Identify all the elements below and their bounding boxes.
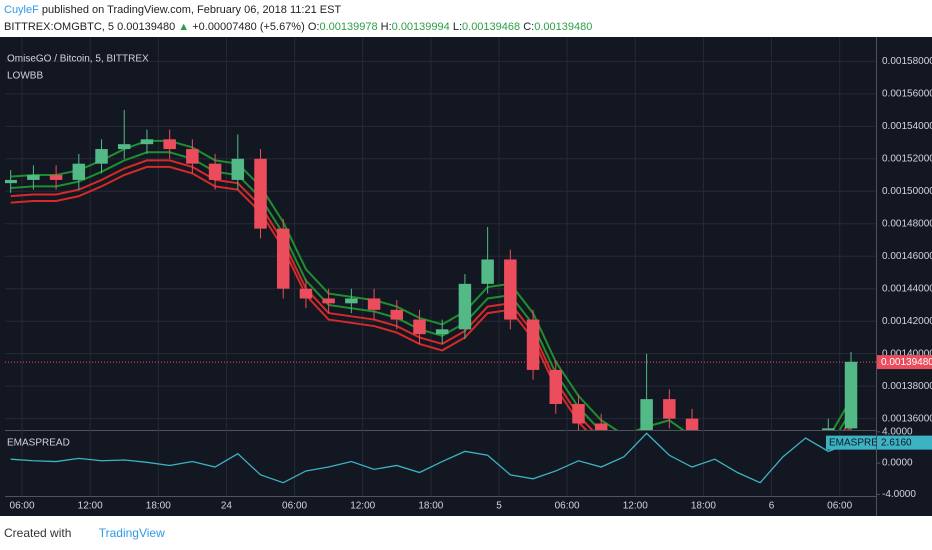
candle-body: [95, 149, 108, 164]
change: +0.00007480 (+5.67%): [192, 21, 305, 33]
l-label: L:: [452, 21, 463, 33]
x-tick-label: 18:00: [146, 501, 171, 512]
candle-body: [504, 259, 517, 320]
candle-body: [140, 139, 154, 145]
y-tick-label: 0.00152000: [882, 153, 932, 164]
arrow: ▲: [178, 21, 190, 33]
c-label: C:: [523, 21, 535, 33]
o-label: O:: [307, 21, 320, 33]
x-tick-label: 06:00: [282, 501, 307, 512]
y-tick-label: 0.00144000: [882, 283, 932, 294]
band-line: [10, 151, 852, 430]
candle-body: [231, 158, 245, 180]
x-tick-label: 12:00: [78, 501, 103, 512]
candle-body: [49, 175, 63, 180]
candle-body: [117, 144, 131, 150]
candle-body: [640, 399, 653, 430]
last-value-label: 2.6160: [881, 437, 912, 448]
candle-body: [526, 319, 540, 370]
candle-body: [322, 298, 335, 304]
candle-body: [435, 329, 449, 335]
x-tick-label: 06:00: [555, 501, 580, 512]
candle-body: [72, 163, 86, 180]
x-tick-label: 18:00: [418, 501, 443, 512]
chart: 0.00136000 0.00138000 0.00140000 0.00142000…: [0, 37, 932, 516]
candle-body: [458, 283, 472, 330]
o: 0.00139978: [319, 21, 378, 33]
candle-body: [208, 163, 222, 180]
candle-body: [390, 309, 404, 320]
author[interactable]: CuyleF: [4, 4, 39, 16]
c: 0.00139480: [534, 21, 593, 33]
y-tick-label: 0.00156000: [882, 88, 932, 99]
y-tick-label: -4.0000: [882, 489, 916, 500]
candle-body: [254, 158, 267, 229]
header-line: CuyleF published on TradingView.com, Feb…: [4, 4, 341, 16]
price: 0.00139480: [117, 21, 176, 33]
footer-brand[interactable]: TradingView: [98, 526, 165, 540]
footer: Created with TradingView: [4, 526, 165, 540]
y-tick-label: 0.00136000: [882, 413, 932, 424]
last-price-label: 0.00139480: [881, 357, 932, 368]
y-tick-label: 0.00150000: [882, 186, 932, 197]
last-price-tag: [877, 355, 932, 370]
y-tick-label: 0.00148000: [882, 218, 932, 229]
y-tick-label: 0.00140000: [882, 348, 932, 359]
y-tick-label: 0.00142000: [882, 316, 932, 327]
background: [0, 37, 932, 516]
y-tick-label: 0.0000: [882, 458, 913, 469]
band-line: [10, 159, 852, 430]
h: 0.00139994: [391, 21, 450, 33]
x-tick-label: 6: [769, 501, 775, 512]
y-tick-label: 0.00154000: [882, 121, 932, 132]
published: published on TradingView.com, February 0…: [41, 4, 342, 16]
x-tick-label: 5: [496, 501, 502, 512]
series-name: EMASPREAD: [829, 437, 892, 448]
candle-body: [844, 361, 858, 429]
x-tick-label: 12:00: [623, 501, 648, 512]
y-tick-label: 0.00138000: [882, 381, 932, 392]
symbol: BITTREX:OMGBTC, 5: [4, 21, 115, 33]
y-tick-label: 0.00158000: [882, 56, 932, 67]
candle-body: [276, 228, 290, 289]
x-tick-label: 24: [221, 501, 233, 512]
candle-body: [481, 259, 494, 284]
candle-body: [822, 428, 835, 430]
h-label: H:: [380, 21, 392, 33]
x-tick-label: 12:00: [350, 501, 375, 512]
indicator-title: EMASPREAD: [7, 438, 70, 449]
candle-body: [413, 319, 426, 335]
candle-body: [367, 298, 381, 310]
candle-body: [594, 423, 608, 430]
y-tick-label: 0.00146000: [882, 251, 932, 262]
y-tick-label: 4.0000: [882, 426, 913, 437]
candle-body: [27, 175, 40, 180]
candle-body: [5, 179, 17, 184]
candle-body: [345, 298, 358, 304]
footer-text: Created with: [4, 526, 72, 540]
candle-body: [186, 149, 199, 164]
x-tick-label: 18:00: [691, 501, 716, 512]
band-line: [10, 165, 852, 430]
candle-body: [549, 369, 563, 405]
candle-body: [163, 139, 176, 150]
candle-body: [299, 288, 313, 299]
series-line: [10, 432, 852, 484]
x-tick-label: 06:00: [827, 501, 852, 512]
quote-line: BITTREX:OMGBTC, 5 0.00139480 ▲ +0.000074…: [4, 21, 592, 33]
last-value-tag: [877, 435, 932, 450]
candle-body: [572, 404, 585, 424]
x-tick-label: 06:00: [10, 501, 35, 512]
pane-subtitle: LOWBB: [7, 71, 43, 82]
candle-body: [663, 399, 676, 419]
series-tag: [826, 435, 876, 450]
candle-body: [685, 418, 699, 430]
l: 0.00139468: [462, 21, 521, 33]
pane-title: OmiseGO / Bitcoin, 5, BITTREX: [7, 54, 149, 65]
